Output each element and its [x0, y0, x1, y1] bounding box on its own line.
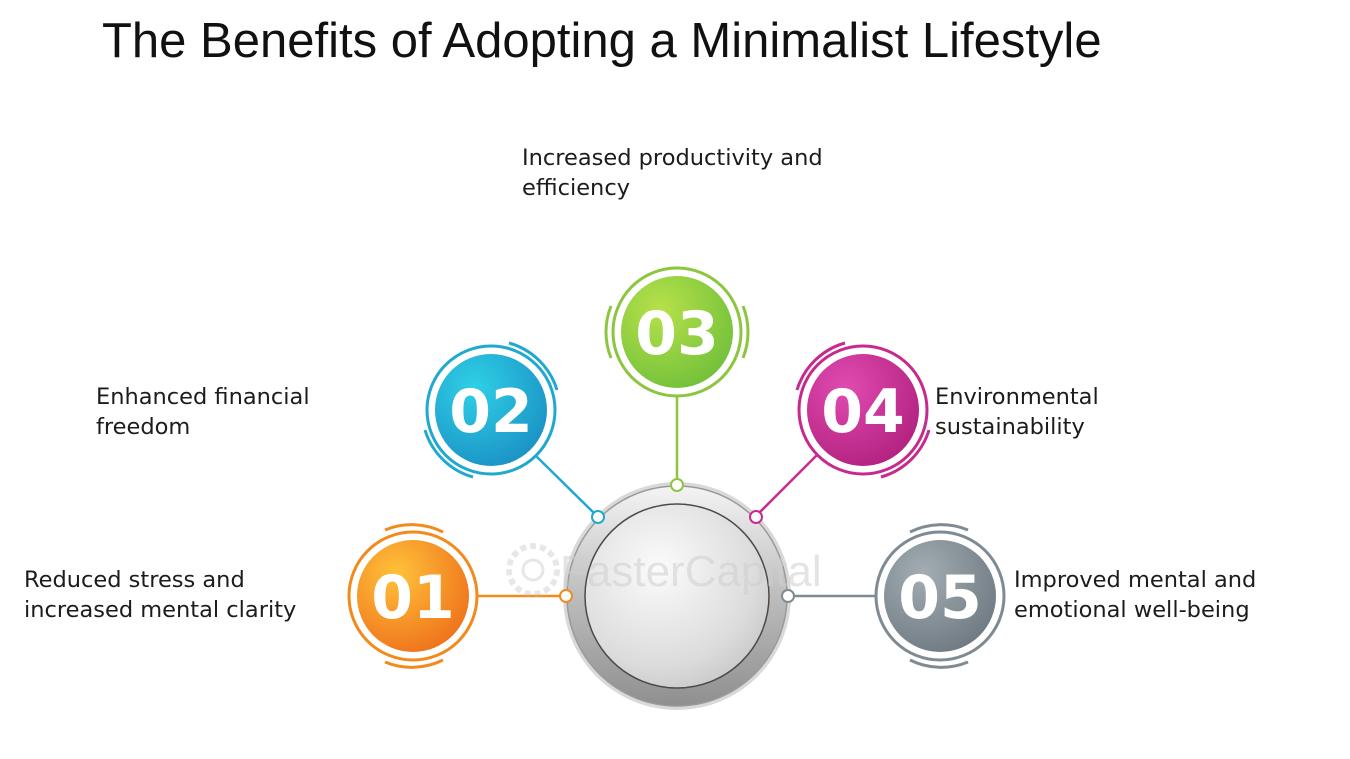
- benefit-label-02: Enhanced financial freedom: [96, 384, 310, 440]
- benefit-label-01: Reduced stress and increased mental clar…: [24, 567, 297, 623]
- benefit-node-05: 05: [874, 523, 1006, 669]
- benefit-number-02: 02: [449, 377, 533, 447]
- connector-dot-02: [591, 510, 605, 524]
- benefit-number-01: 01: [371, 563, 455, 633]
- benefit-label-03: Increased productivity and efficiency: [522, 145, 823, 201]
- connector-dots: [559, 478, 795, 603]
- benefit-number-04: 04: [821, 377, 905, 447]
- benefit-node-01: 01: [347, 523, 479, 669]
- gear-icon: [506, 543, 560, 597]
- benefit-node-04: 04: [795, 341, 931, 479]
- watermark: FasterCapital: [506, 543, 822, 597]
- connector-dot-01: [559, 589, 573, 603]
- connector-02: [534, 454, 598, 517]
- connector-04: [755, 454, 818, 517]
- watermark-text: FasterCapital: [560, 547, 822, 596]
- benefit-label-05: Improved mental and emotional well-being: [1014, 567, 1257, 623]
- connector-dot-05: [781, 589, 795, 603]
- benefit-number-03: 03: [635, 299, 719, 369]
- central-hub: [563, 482, 791, 710]
- benefit-number-05: 05: [898, 563, 982, 633]
- connector-lines: [474, 396, 880, 598]
- benefit-node-02: 02: [423, 341, 559, 479]
- benefit-node-03: 03: [604, 266, 750, 398]
- connector-dot-03: [670, 478, 684, 492]
- diagram-title: The Benefits of Adopting a Minimalist Li…: [102, 14, 1102, 68]
- benefit-label-04: Environmental sustainability: [935, 384, 1099, 440]
- connector-dot-04: [749, 510, 763, 524]
